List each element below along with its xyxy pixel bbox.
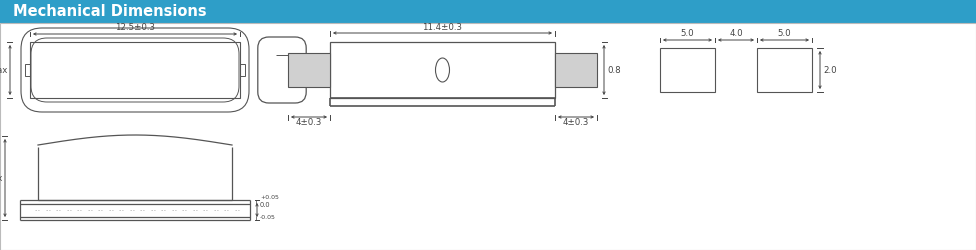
Text: Mechanical Dimensions: Mechanical Dimensions bbox=[13, 4, 207, 19]
Bar bbox=[757, 49, 812, 93]
Bar bbox=[660, 49, 715, 93]
Bar bbox=[25, 65, 30, 76]
Text: 4±0.3: 4±0.3 bbox=[563, 118, 590, 126]
Bar bbox=[555, 54, 597, 88]
Text: 0.8: 0.8 bbox=[607, 66, 621, 75]
Bar bbox=[30, 43, 240, 98]
Text: 11.4±0.3: 11.4±0.3 bbox=[423, 22, 463, 31]
Bar bbox=[0, 0, 976, 24]
Text: 5.0: 5.0 bbox=[680, 30, 694, 38]
Bar bbox=[330, 43, 555, 98]
Text: 5.0: 5.0 bbox=[778, 30, 792, 38]
Text: 4.0: 4.0 bbox=[729, 30, 743, 38]
Bar bbox=[288, 54, 330, 88]
Bar bbox=[240, 65, 245, 76]
Text: 12.5±0.3: 12.5±0.3 bbox=[115, 24, 155, 32]
Text: 4.4max: 4.4max bbox=[0, 174, 3, 183]
Text: 4.8max: 4.8max bbox=[0, 66, 8, 75]
Text: 2.0: 2.0 bbox=[823, 66, 836, 75]
Text: 4±0.3: 4±0.3 bbox=[296, 118, 322, 126]
Text: 0.0: 0.0 bbox=[260, 201, 270, 207]
Text: -0.05: -0.05 bbox=[260, 215, 276, 220]
Text: +0.05: +0.05 bbox=[260, 195, 279, 200]
